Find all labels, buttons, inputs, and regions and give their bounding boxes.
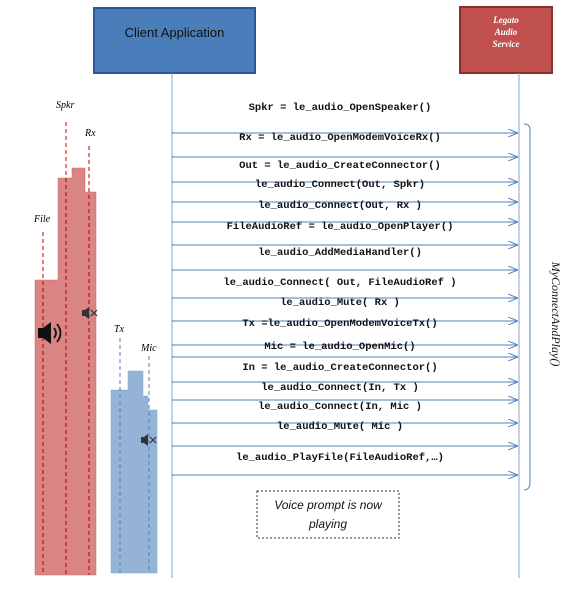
note-line-2: playing bbox=[308, 517, 347, 531]
client-application-label: Client Application bbox=[125, 25, 225, 40]
call-label: Tx =le_audio_OpenModemVoiceTx() bbox=[242, 318, 437, 330]
call-label: le_audio_Mute( Rx ) bbox=[280, 297, 400, 309]
speaker-icon bbox=[38, 322, 62, 344]
rx-label: Rx bbox=[84, 128, 96, 139]
call-label: le_audio_AddMediaHandler() bbox=[258, 247, 422, 259]
call-label: le_audio_Connect(In, Mic ) bbox=[258, 401, 422, 413]
voice-prompt-note: Voice prompt is now playing bbox=[256, 490, 400, 539]
service-label-line-2: Audio bbox=[494, 27, 518, 37]
call-label: Out = le_audio_CreateConnector() bbox=[239, 160, 441, 172]
service-label-line-3: Service bbox=[493, 39, 520, 49]
call-label: le_audio_Connect(In, Tx ) bbox=[261, 382, 419, 394]
group-bracket bbox=[523, 123, 531, 491]
mute-icon-mic bbox=[141, 434, 157, 446]
call-label: le_audio_Connect(Out, Spkr) bbox=[255, 179, 425, 191]
mute-icon-rx bbox=[82, 307, 98, 319]
input-bar-stack: Tx Mic bbox=[110, 324, 158, 574]
output-bar-stack: Spkr Rx File bbox=[33, 100, 98, 576]
spkr-label: Spkr bbox=[56, 100, 74, 111]
call-label: le_audio_Connect(Out, Rx ) bbox=[258, 200, 422, 212]
mic-label: Mic bbox=[140, 343, 157, 354]
tx-label: Tx bbox=[114, 324, 125, 335]
note-line-1: Voice prompt is now bbox=[274, 498, 383, 512]
legato-audio-service-box: Legato Audio Service bbox=[459, 6, 553, 74]
output-bars bbox=[34, 167, 97, 576]
service-label-line-1: Legato bbox=[492, 15, 519, 25]
call-label: In = le_audio_CreateConnector() bbox=[242, 362, 437, 374]
call-label: Rx = le_audio_OpenModemVoiceRx() bbox=[239, 132, 441, 144]
input-bars bbox=[110, 370, 158, 574]
call-label: Spkr = le_audio_OpenSpeaker() bbox=[249, 102, 432, 114]
call-label: le_audio_PlayFile(FileAudioRef,…) bbox=[236, 452, 444, 464]
group-label: MyConnectAndPlay() bbox=[549, 261, 563, 367]
file-label: File bbox=[33, 214, 51, 225]
call-label: le_audio_Mute( Mic ) bbox=[277, 421, 403, 433]
call-label: le_audio_Connect( Out, FileAudioRef ) bbox=[223, 277, 456, 289]
call-label: FileAudioRef = le_audio_OpenPlayer() bbox=[227, 221, 454, 233]
client-application-box: Client Application bbox=[93, 7, 256, 74]
call-messages: Spkr = le_audio_OpenSpeaker() Rx = le_aud… bbox=[172, 102, 517, 475]
call-label: Mic = le_audio_OpenMic() bbox=[264, 341, 415, 353]
